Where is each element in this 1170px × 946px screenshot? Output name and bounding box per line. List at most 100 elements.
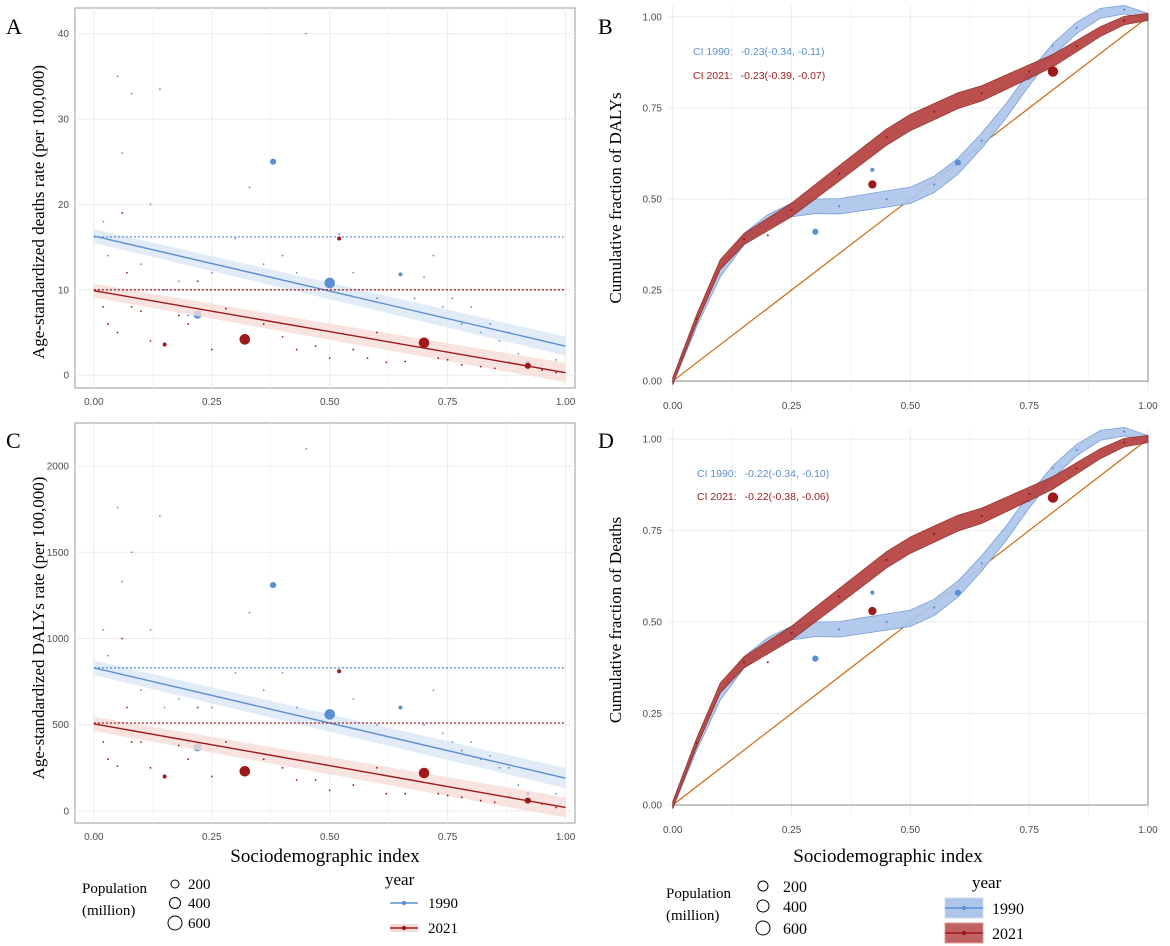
legend-left-2021-label: 2021	[428, 921, 458, 937]
panel-a-ylabel: Age-standardized deaths rate (per 100,00…	[29, 65, 48, 359]
legend-left-population-title-1: Population	[82, 881, 148, 897]
legend-right-size-200: 200	[783, 879, 807, 896]
panel-d-letter: D	[598, 428, 614, 453]
panel-a-point-2021-33	[508, 361, 510, 364]
panel-a-point-2021-29	[446, 358, 449, 361]
panel-a-point-1990-4	[130, 92, 133, 95]
panel-a-point-1990-24	[398, 272, 403, 277]
panel-a-point-2021-18	[295, 348, 298, 351]
panel-c-point-2021-20	[328, 789, 331, 792]
panel-c-point-1990-13	[234, 672, 237, 674]
panel-d: D Cumulative fraction of Deaths 0.00 0.25…	[598, 427, 1158, 867]
legend-left-population-title-2: (million)	[82, 903, 135, 919]
legend-right-size-200-marker	[757, 880, 769, 892]
panel-d-curve-dot-1990-7	[837, 628, 841, 631]
legend-left-size-200: 200	[188, 877, 211, 893]
panel-c-point-1990-2	[116, 506, 119, 509]
legend-right-size-400-marker	[756, 899, 770, 913]
panel-b-point-1990-0	[812, 228, 819, 235]
panel-a-point-1990-9	[177, 280, 180, 283]
panel-d-curve-dot-2021-11	[933, 533, 936, 536]
legend-right-population-title-2: (million)	[666, 908, 719, 924]
panel-a-point-2021-24	[375, 331, 378, 334]
panel-c-point-1990-31	[489, 754, 491, 757]
panel-d-xtick-3: 0.75	[1019, 825, 1039, 836]
panel-c-point-1990-14	[248, 611, 251, 614]
panel-c-point-2021-33	[524, 797, 531, 804]
panel-b: B Cumulative fraction of DALYs 0.00 0.25 0…	[598, 5, 1158, 412]
legend-left-1990-dot	[401, 900, 407, 906]
panel-c-point-2021-5	[125, 706, 128, 709]
panel-d-curve-dot-2021-9	[885, 558, 888, 561]
panel-b-point-2021-1	[868, 180, 877, 189]
panel-c-ytick-2: 1000	[47, 634, 70, 645]
panel-c-xlabel: Sociodemographic index	[230, 846, 420, 867]
panel-c-point-1990-21	[352, 697, 355, 700]
panel-a-point-1990-22	[352, 271, 355, 274]
panel-a-point-2021-28	[437, 357, 440, 360]
panel-c-point-2021-2	[107, 758, 109, 761]
panel-a-point-2021-6	[130, 305, 133, 308]
panel-b-ci-2021-label: CI 2021:	[693, 70, 733, 82]
legend-right-year-title: year	[972, 873, 1002, 892]
panel-a-band-2021	[93, 283, 566, 383]
panel-a-point-2021-35	[541, 369, 543, 371]
panel-d-ytick-0: 0.00	[643, 801, 663, 812]
panel-c-letter: C	[6, 428, 21, 453]
panel-a-point-1990-39	[555, 358, 558, 361]
panel-b-curve-dot-1990-17	[1075, 26, 1078, 29]
panel-a-point-2021-27	[418, 337, 430, 349]
panel-a-point-2021-22	[352, 348, 355, 351]
panel-b-xtick-4: 1.00	[1138, 401, 1158, 412]
panel-a-letter: A	[6, 14, 22, 39]
panel-b-xtick-0: 0.00	[663, 401, 683, 412]
panel-c-point-2021-32	[508, 796, 510, 799]
panel-d-xtick-1: 0.25	[782, 825, 802, 836]
panel-d-xtick-0: 0.00	[663, 825, 683, 836]
panel-c-point-2021-21	[337, 669, 342, 674]
panel-a-point-1990-16	[270, 158, 277, 165]
panel-c-point-1990-20	[324, 709, 336, 720]
panel-a-point-1990-15	[262, 263, 265, 266]
panel-a-point-1990-32	[479, 331, 482, 334]
panel-b-curve-dot-2021-13	[980, 92, 983, 95]
panel-c-point-2021-7	[140, 741, 142, 743]
panel-b-letter: B	[598, 14, 613, 39]
panel-c-point-1990-6	[149, 628, 152, 631]
panel-c-point-2021-25	[404, 792, 407, 795]
panel-d-ytick-4: 1.00	[643, 434, 663, 445]
panel-c-point-2021-19	[314, 778, 317, 781]
panel-c-ytick-0: 0	[63, 806, 69, 817]
panel-a-point-2021-16	[262, 323, 265, 325]
panel-c-point-1990-33	[508, 766, 510, 769]
panel-d-point-1990-2	[954, 589, 962, 596]
panel-c-point-2021-11	[187, 758, 190, 761]
panel-d-point-2021-1	[868, 606, 877, 616]
panel-d-point-1990-3	[1051, 467, 1054, 470]
panel-c-ylabel: Age-standardized DALYs rate (per 100,000…	[29, 477, 48, 780]
panel-c-point-1990-0	[102, 628, 105, 631]
panel-c-point-1990-7	[159, 515, 161, 518]
panel-a-point-1990-17	[281, 254, 284, 257]
panel-a-point-2021-9	[162, 342, 167, 347]
panel-c-point-2021-35	[555, 806, 558, 809]
panel-b-point-1990-1	[870, 167, 875, 172]
panel-d-ytick-1: 0.25	[643, 709, 663, 720]
panel-c-point-1990-17	[281, 672, 284, 674]
panel-d-curve-dot-1990-17	[1075, 448, 1078, 452]
panel-b-ci-2021: CI 2021: -0.23(-0.39, -0.07)	[693, 70, 825, 82]
panel-c-point-2021-15	[239, 765, 251, 777]
panel-c-point-2021-3	[116, 765, 119, 768]
panel-a-point-1990-27	[432, 254, 435, 257]
panel-a-ytick-0: 0	[63, 371, 69, 382]
panel-a-band-1990	[93, 229, 566, 356]
panel-d-ci-2021-label: CI 2021:	[697, 491, 737, 503]
panel-a-regression-2021	[93, 289, 566, 374]
panel-a-point-1990-3	[121, 152, 124, 155]
panel-c-xtick-4: 1.00	[556, 832, 576, 843]
panel-d-curve-dot-2021-13	[980, 514, 983, 517]
panel-d-ci-2021: CI 2021: -0.22(-0.38, -0.06)	[697, 491, 829, 503]
panel-d-curve-dot-2021-15	[1028, 492, 1031, 495]
panel-c-point-1990-27	[451, 741, 454, 743]
panel-b-ytick-4: 1.00	[643, 12, 663, 23]
